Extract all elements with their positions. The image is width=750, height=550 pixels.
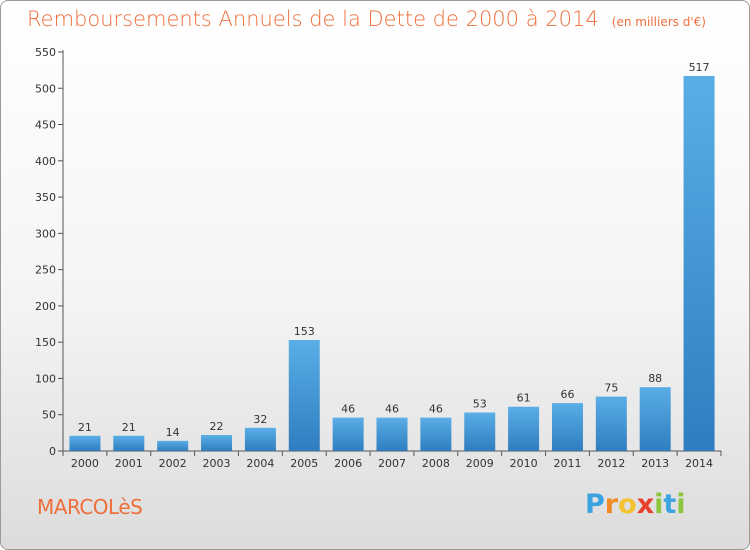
y-tick-label: 0	[49, 445, 56, 458]
bar	[113, 435, 145, 451]
data-label: 22	[210, 420, 224, 433]
x-tick-label: 2000	[71, 457, 99, 470]
y-tick-label: 150	[35, 336, 56, 349]
data-label: 21	[78, 421, 92, 434]
data-label: 517	[689, 61, 710, 74]
data-label: 75	[604, 382, 618, 395]
bar	[464, 412, 496, 451]
y-tick-label: 100	[35, 372, 56, 385]
data-label: 88	[648, 372, 662, 385]
town-name: MARCOLèS	[37, 495, 143, 519]
data-label: 153	[294, 325, 315, 338]
bar	[288, 340, 320, 451]
x-tick-label: 2010	[510, 457, 538, 470]
data-label: 46	[341, 403, 355, 416]
logo-letter: P	[585, 489, 605, 520]
x-tick-label: 2003	[203, 457, 231, 470]
data-label: 14	[166, 426, 180, 439]
data-label: 32	[253, 413, 267, 426]
x-tick-label: 2014	[685, 457, 713, 470]
y-tick-label: 350	[35, 191, 56, 204]
y-tick-label: 400	[35, 155, 56, 168]
bar	[639, 387, 671, 451]
chart-unit: (en milliers d'€)	[611, 15, 706, 29]
x-tick-label: 2009	[466, 457, 494, 470]
x-tick-label: 2008	[422, 457, 450, 470]
proxiti-logo: Proxiti	[585, 489, 686, 520]
logo-letter: r	[604, 489, 619, 520]
x-tick-label: 2005	[290, 457, 318, 470]
bar	[508, 406, 540, 451]
x-tick-label: 2013	[641, 457, 669, 470]
logo-letter: x	[636, 489, 655, 520]
logo-letter: i	[676, 489, 686, 520]
data-label: 46	[429, 403, 443, 416]
bar	[201, 435, 233, 451]
data-label: 66	[560, 388, 574, 401]
x-tick-label: 2004	[246, 457, 274, 470]
logo-letter: i	[654, 489, 664, 520]
bar	[683, 75, 715, 451]
chart-title-main: Remboursements Annuels de la Dette de 20…	[27, 7, 599, 31]
y-tick-label: 550	[35, 46, 56, 59]
x-tick-label: 2006	[334, 457, 362, 470]
x-tick-label: 2001	[115, 457, 143, 470]
x-tick-label: 2011	[553, 457, 581, 470]
data-label: 46	[385, 403, 399, 416]
bar	[551, 403, 583, 451]
data-label: 53	[473, 398, 487, 411]
bar	[332, 417, 364, 451]
bar	[595, 396, 627, 451]
bar	[157, 440, 189, 451]
bar	[420, 417, 452, 451]
data-label: 21	[122, 421, 136, 434]
y-tick-label: 300	[35, 227, 56, 240]
x-tick-label: 2012	[597, 457, 625, 470]
data-label: 61	[517, 392, 531, 405]
x-tick-label: 2007	[378, 457, 406, 470]
logo-letter: t	[663, 489, 677, 520]
y-tick-label: 200	[35, 300, 56, 313]
logo-letter: o	[618, 489, 637, 520]
y-tick-label: 50	[42, 409, 56, 422]
y-tick-label: 500	[35, 82, 56, 95]
y-tick-label: 450	[35, 119, 56, 132]
x-tick-label: 2002	[159, 457, 187, 470]
chart-title: Remboursements Annuels de la Dette de 20…	[27, 7, 706, 31]
bar	[69, 435, 101, 451]
y-tick-label: 250	[35, 264, 56, 277]
bar	[244, 427, 276, 451]
bar	[376, 417, 408, 451]
